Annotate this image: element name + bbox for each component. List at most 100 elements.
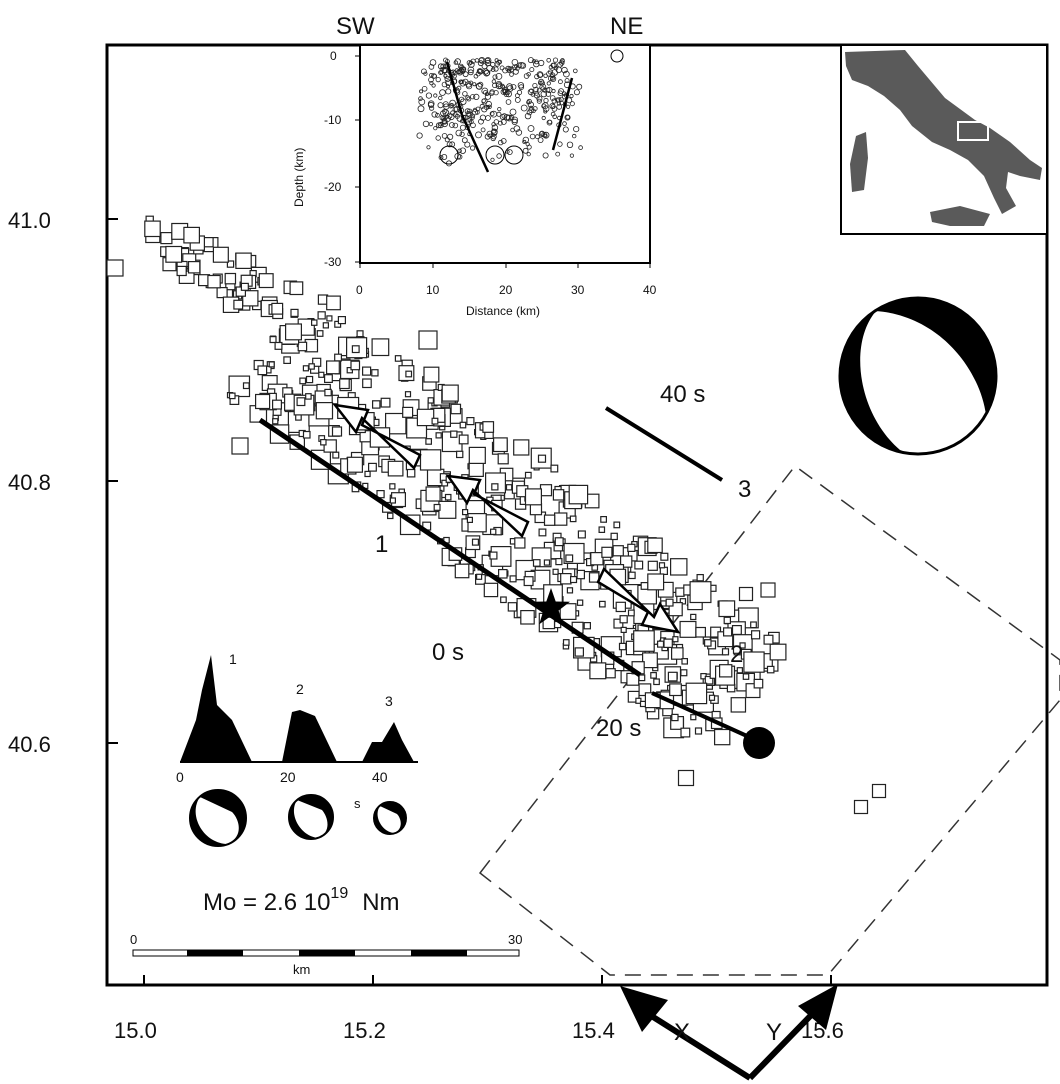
section-hypocenter	[470, 115, 475, 120]
aftershock-square	[318, 371, 325, 378]
aftershock-square	[731, 624, 742, 635]
aftershock-square	[308, 363, 315, 370]
aftershock-square	[364, 470, 371, 478]
section-hypocenter	[437, 102, 444, 109]
section-hypocenter	[487, 104, 492, 109]
section-hypocenter	[557, 90, 563, 96]
section-hypocenter	[578, 145, 583, 150]
section-hypocenter	[505, 90, 513, 98]
aftershock-square	[665, 598, 674, 607]
section-hypocenter	[444, 75, 451, 83]
section-hypocenter	[497, 83, 503, 89]
fault-segment-3	[604, 406, 724, 482]
section-large-event	[504, 145, 524, 165]
aftershock-square	[456, 450, 464, 459]
section-hypocenter	[532, 83, 538, 89]
epicenter-star-icon	[532, 588, 570, 625]
section-hypocenter	[458, 96, 465, 103]
section-hypocenter	[542, 152, 549, 159]
rupture-arrow-2	[445, 474, 530, 539]
section-xlabel: Distance (km)	[466, 304, 540, 318]
aftershock-square	[641, 652, 658, 669]
section-hypocenter	[480, 127, 486, 133]
aftershock-square	[406, 468, 416, 478]
aftershock-square	[618, 642, 627, 651]
aftershock-square	[708, 694, 716, 701]
section-hypocenter	[490, 67, 496, 72]
section-hypocenter	[505, 65, 512, 72]
moment-label: Mo = 2.6 1019 Nm	[203, 885, 400, 916]
aftershock-square	[627, 690, 640, 703]
section-hypocenter	[460, 98, 467, 105]
section-hypocenter	[448, 122, 455, 128]
aftershock-square	[203, 237, 214, 248]
aftershock-square	[550, 464, 559, 473]
aftershock-square	[612, 545, 624, 557]
section-hypocenter	[495, 73, 503, 80]
aftershock-square	[568, 484, 589, 505]
aftershock-square	[694, 727, 703, 735]
section-hypocenter	[509, 114, 515, 121]
aftershock-square	[763, 634, 774, 645]
section-ytick-20: -20	[324, 180, 342, 194]
lon-tick-15-4: 15.4	[572, 1018, 615, 1043]
section-hypocenter	[540, 90, 547, 98]
aftershock-square	[337, 316, 346, 325]
section-hypocenter	[420, 68, 427, 75]
section-hypocenter	[475, 82, 483, 90]
section-hypocenter	[569, 101, 575, 107]
lon-tick-15-0: 15.0	[114, 1018, 157, 1043]
section-hypocenter	[427, 101, 435, 109]
aftershock-square	[569, 515, 577, 523]
aftershock-square	[493, 437, 508, 453]
section-xtick-30: 30	[571, 283, 585, 297]
section-hypocenter	[505, 114, 512, 121]
stf-peak-label-3: 3	[385, 693, 393, 709]
aftershock-square	[315, 402, 334, 420]
aftershock-square	[459, 421, 467, 429]
section-hypocenter	[546, 119, 553, 126]
section-hypocenter	[429, 73, 434, 78]
aftershock-square	[444, 493, 452, 501]
aftershock-square	[466, 516, 473, 524]
aftershock-square	[583, 621, 592, 630]
section-hypocenter	[566, 141, 574, 148]
aftershock-square	[537, 454, 547, 463]
section-hypocenter	[441, 117, 448, 124]
section-hypocenter	[526, 152, 531, 157]
aftershock-square	[532, 559, 541, 567]
aftershock-square	[362, 366, 372, 376]
section-hypocenter	[499, 65, 505, 71]
section-hypocenter	[491, 128, 497, 134]
aftershock-square	[738, 586, 754, 602]
aftershock-square	[285, 323, 303, 341]
section-hypocenter	[506, 149, 513, 156]
aftershock-square	[212, 246, 229, 263]
section-hypocenter	[537, 72, 543, 78]
section-hypocenter	[428, 122, 433, 127]
aftershock-square	[226, 260, 235, 268]
aftershock-square	[613, 521, 621, 529]
aftershock-square	[216, 287, 228, 299]
section-hypocenter	[505, 99, 512, 105]
section-hypocenter	[473, 73, 479, 79]
aftershock-square	[543, 514, 556, 526]
aftershock-square	[450, 403, 462, 415]
section-hypocenter	[525, 142, 530, 147]
section-hypocenter	[490, 61, 496, 68]
aftershock-square	[272, 399, 283, 410]
section-hypocenter	[484, 93, 491, 100]
section-hypocenter	[556, 101, 562, 106]
section-hypocenter	[534, 92, 541, 99]
section-hypocenter	[573, 89, 580, 96]
section-hypocenter	[537, 137, 544, 144]
section-hypocenter	[431, 83, 436, 88]
section-hypocenter	[500, 138, 507, 144]
aftershock-square	[332, 451, 340, 459]
section-hypocenter	[514, 97, 521, 103]
section-hypocenter	[465, 95, 471, 101]
section-hypocenter	[445, 88, 452, 95]
section-hypocenter	[572, 133, 577, 139]
section-fault-trace	[445, 61, 464, 116]
section-hypocenter	[428, 105, 435, 111]
